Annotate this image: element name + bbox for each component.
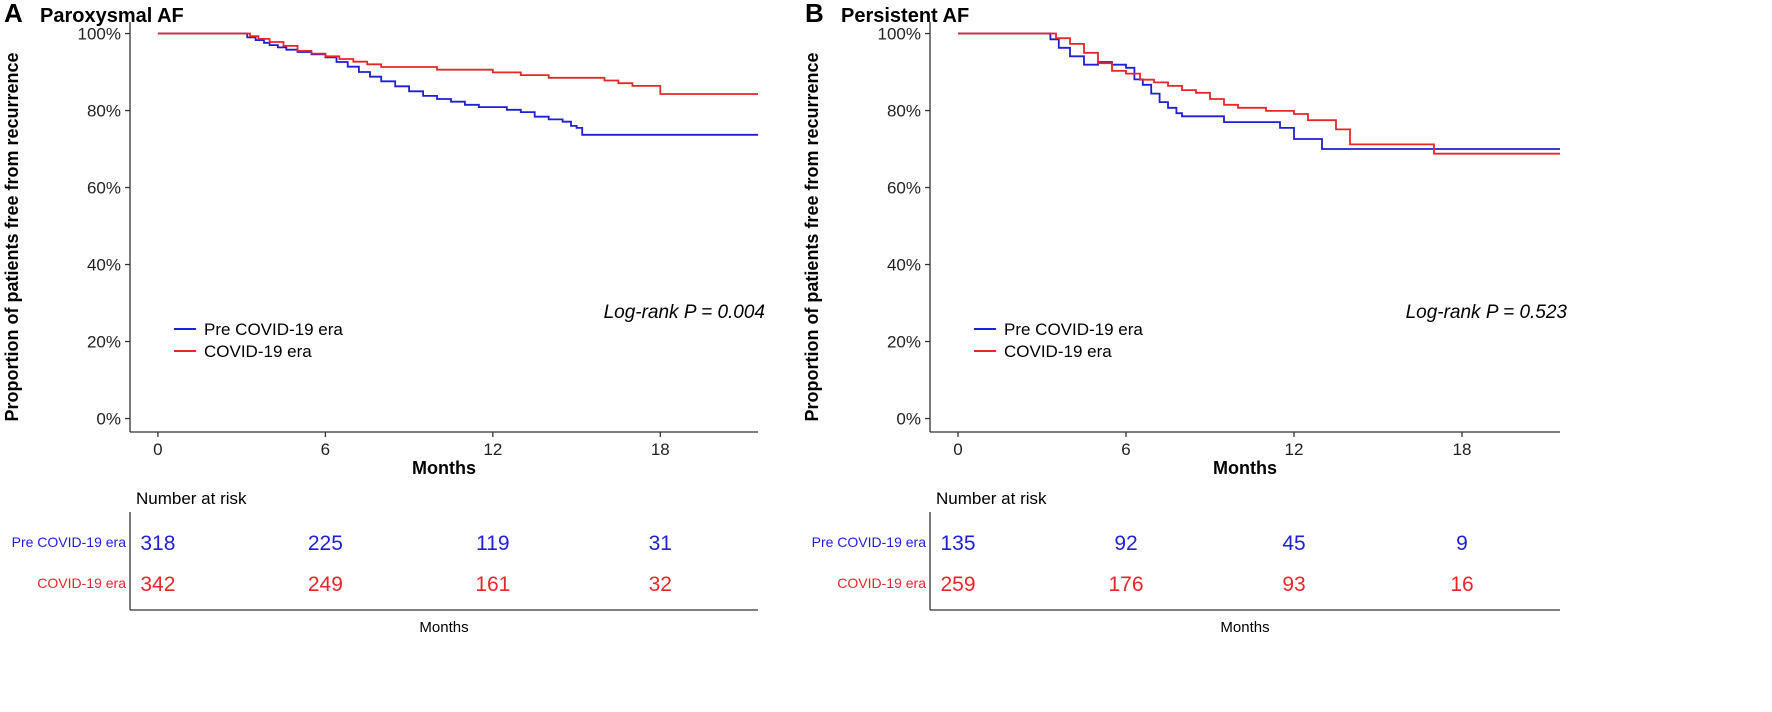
y-tick-label: 20% [87,333,121,352]
risk-count: 119 [476,532,509,555]
series-line-covid [157,32,758,95]
legend-label: COVID-19 era [204,342,312,361]
y-tick-label: 100% [78,25,121,44]
risk-table-xlabel: Months [419,619,468,636]
risk-count: 93 [1282,573,1305,596]
legend-label: COVID-19 era [1004,342,1112,361]
risk-count: 32 [649,573,672,596]
x-tick-label: 0 [153,440,162,459]
y-tick-label: 0% [896,410,921,429]
panel-a: A Paroxysmal AF 0% 20% 40% 60% 80% 100% 0 6 12 18 Mo… [2,0,765,636]
risk-count: 225 [308,532,343,555]
panel-letter: B [805,0,824,28]
risk-count: 92 [1114,532,1137,555]
risk-count: 161 [475,573,510,596]
y-tick-label: 80% [887,102,921,121]
y-tick-label: 20% [887,333,921,352]
panel-letter: A [4,0,23,28]
logrank-annotation: Log-rank P = 0.004 [604,302,765,323]
x-axis-label: Months [412,458,476,478]
x-tick-label: 0 [953,440,962,459]
y-tick-label: 0% [96,410,121,429]
x-tick-label: 6 [321,440,330,459]
risk-count: 318 [140,532,175,555]
panel-title: Paroxysmal AF [40,5,184,27]
risk-table-xlabel: Months [1220,619,1269,636]
risk-count: 9 [1456,532,1468,555]
risk-table-title: Number at risk [136,489,247,508]
x-axis-label: Months [1213,458,1277,478]
y-tick-label: 60% [87,179,121,198]
panel-b: B Persistent AF 0% 20% 40% 60% 80% 100% 0 6 12 18 Mo… [802,0,1567,636]
x-tick-label: 12 [483,440,502,459]
series-line-pre-covid [958,32,1560,150]
risk-count: 249 [308,573,343,596]
y-tick-label: 80% [87,102,121,121]
risk-row-label: COVID-19 era [837,575,926,591]
risk-count: 342 [140,573,175,596]
x-tick-label: 18 [1453,440,1472,459]
risk-count: 45 [1282,532,1305,555]
risk-row-label: Pre COVID-19 era [12,534,127,550]
logrank-annotation: Log-rank P = 0.523 [1406,302,1568,323]
risk-row-label: COVID-19 era [37,575,126,591]
y-tick-label: 60% [887,179,921,198]
risk-count: 176 [1108,573,1143,596]
risk-row-label: Pre COVID-19 era [812,534,927,550]
y-tick-label: 40% [87,256,121,275]
risk-count: 259 [940,573,975,596]
risk-count: 31 [649,532,672,555]
x-tick-label: 18 [651,440,670,459]
x-tick-label: 6 [1121,440,1130,459]
series-line-covid [958,32,1560,155]
panel-title: Persistent AF [841,5,969,27]
y-tick-label: 40% [887,256,921,275]
risk-count: 135 [940,532,975,555]
y-axis-label: Proportion of patients free from recurre… [2,52,22,421]
y-axis-label: Proportion of patients free from recurre… [802,52,822,421]
series-line-pre-covid [157,32,758,136]
y-tick-label: 100% [878,25,921,44]
legend-label: Pre COVID-19 era [1004,320,1143,339]
risk-count: 16 [1450,573,1473,596]
legend-label: Pre COVID-19 era [204,320,343,339]
x-tick-label: 12 [1285,440,1304,459]
risk-table-title: Number at risk [936,489,1047,508]
